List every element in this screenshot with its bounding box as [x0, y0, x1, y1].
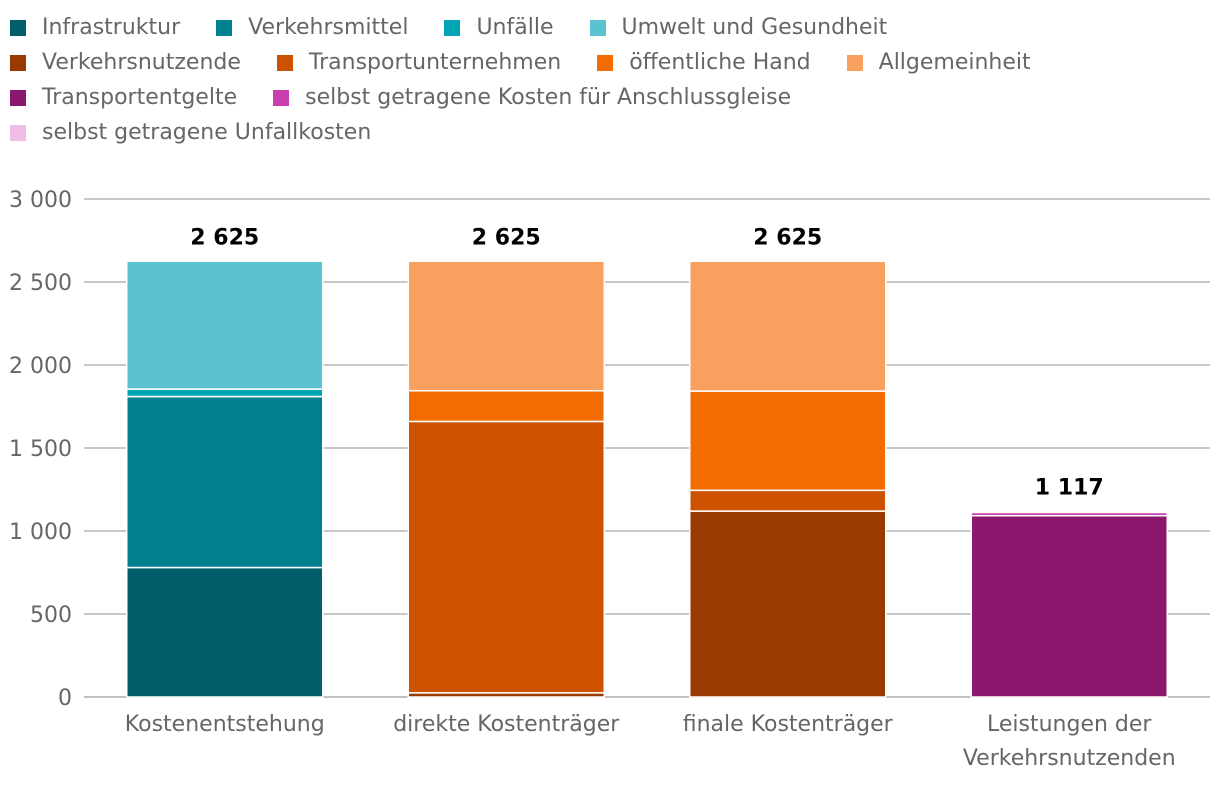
y-tick-label: 2 500 — [9, 271, 72, 296]
y-tick-label: 2 000 — [9, 354, 72, 379]
legend-label: Verkehrsmittel — [248, 15, 409, 40]
legend-item[interactable]: Transportunternehmen — [276, 50, 562, 75]
bar-segment[interactable] — [689, 489, 887, 512]
legend-item[interactable]: selbst getragene Kosten für Anschlussgle… — [273, 85, 791, 110]
legend-swatch — [276, 54, 293, 71]
total-labels: 2 625 2 625 2 625 1 117 — [190, 225, 1103, 500]
legend-label: Transportunternehmen — [308, 50, 562, 75]
y-tick-label: 0 — [58, 686, 72, 711]
legend-item[interactable]: Verkehrsmittel — [216, 15, 408, 40]
bar-segment[interactable] — [407, 420, 605, 694]
total-label: 2 625 — [190, 225, 259, 250]
legend-label: Allgemeinheit — [878, 50, 1031, 75]
bar-segment[interactable] — [126, 260, 324, 390]
legend-swatch — [10, 19, 26, 36]
legend-swatch — [10, 54, 26, 71]
legend-label: Umwelt und Gesundheit — [621, 15, 888, 40]
legend-row: Verkehrsnutzende Transportunternehmen öffe… — [10, 45, 1210, 80]
bar-segment[interactable] — [126, 388, 324, 398]
y-tick-label: 1 500 — [9, 437, 72, 462]
total-label: 2 625 — [753, 225, 822, 250]
legend-label: Transportentgelte — [42, 85, 238, 110]
legend-swatch — [216, 19, 233, 36]
x-tick-label: Leistungen der — [987, 712, 1152, 737]
bar-segment[interactable] — [126, 395, 324, 569]
bar-segment[interactable] — [689, 260, 887, 392]
legend-label: Infrastruktur — [42, 15, 181, 40]
legend-row: Infrastruktur Verkehrsmittel Unfälle Umwelt… — [10, 10, 1210, 45]
legend-item[interactable]: Verkehrsnutzende — [10, 50, 241, 75]
legend-item[interactable]: selbst getragene Unfallkosten — [10, 120, 371, 145]
legend-label: selbst getragene Unfallkosten — [42, 120, 372, 145]
legend-swatch — [273, 89, 290, 106]
legend-label: öffentliche Hand — [629, 50, 811, 75]
bar-segment[interactable] — [407, 389, 605, 423]
total-label: 1 117 — [1035, 476, 1104, 501]
bar-segment[interactable] — [126, 566, 324, 698]
legend-item[interactable]: Allgemeinheit — [846, 50, 1031, 75]
x-tick-label: finale Kostenträger — [683, 712, 894, 737]
legend: Infrastruktur Verkehrsmittel Unfälle Umwelt… — [10, 10, 1210, 150]
total-label: 2 625 — [472, 225, 541, 250]
x-tick-label: Kostenentstehung — [125, 712, 325, 737]
legend-item[interactable]: Infrastruktur — [10, 15, 180, 40]
y-tick-label: 500 — [30, 603, 72, 628]
y-axis: 0 500 1 000 1 500 2 000 2 500 3 000 — [9, 188, 72, 711]
legend-label: Verkehrsnutzende — [42, 50, 241, 75]
legend-label: selbst getragene Kosten für Anschlussgle… — [305, 85, 792, 110]
legend-item[interactable]: Umwelt und Gesundheit — [589, 15, 888, 40]
legend-item[interactable]: öffentliche Hand — [597, 50, 811, 75]
legend-swatch — [444, 19, 461, 36]
legend-row: Transportentgelte selbst getragene Kosten… — [10, 80, 1210, 115]
legend-swatch — [589, 19, 606, 36]
legend-item[interactable]: Unfälle — [444, 15, 554, 40]
bar-segment[interactable] — [689, 510, 887, 698]
y-tick-label: 1 000 — [9, 520, 72, 545]
legend-row: selbst getragene Unfallkosten — [10, 115, 1210, 150]
x-axis: Kostenentstehung direkte Kostenträger fina… — [125, 712, 1176, 771]
legend-swatch — [10, 89, 26, 106]
bar-segment[interactable] — [407, 260, 605, 392]
x-tick-label: Verkehrsnutzenden — [963, 746, 1176, 771]
legend-swatch — [846, 54, 863, 71]
bars — [126, 260, 1168, 698]
bar-segment[interactable] — [970, 510, 1168, 514]
x-tick-label: direkte Kostenträger — [393, 712, 620, 737]
legend-swatch — [10, 124, 26, 141]
legend-label: Unfälle — [476, 15, 554, 40]
legend-item[interactable]: Transportentgelte — [10, 85, 237, 110]
bar-segment[interactable] — [689, 390, 887, 492]
y-tick-label: 3 000 — [9, 188, 72, 213]
legend-swatch — [597, 54, 614, 71]
bar-segment[interactable] — [970, 514, 1168, 698]
